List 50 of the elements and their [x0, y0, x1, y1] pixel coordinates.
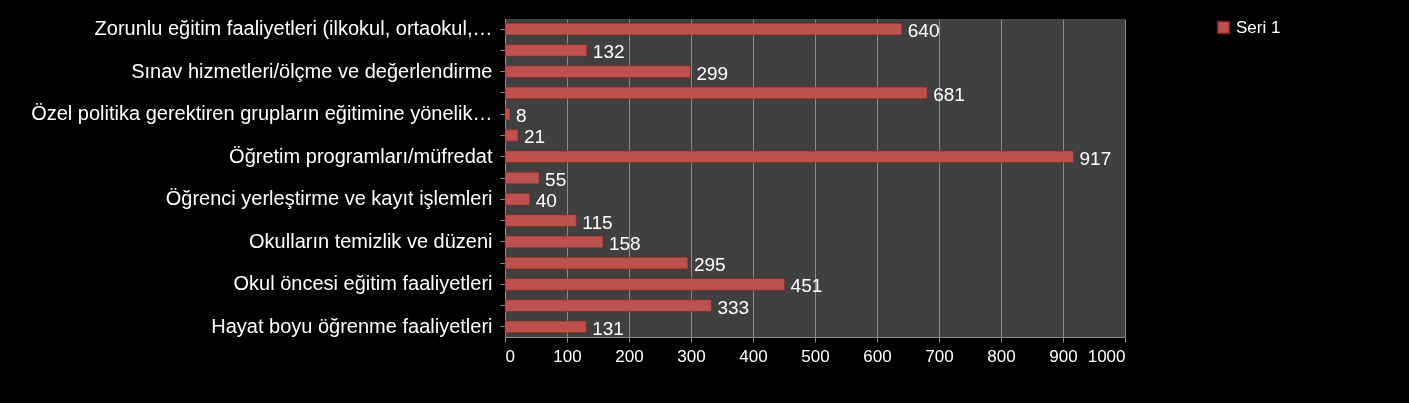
data-label: 55	[545, 169, 567, 190]
bar	[504, 320, 587, 333]
data-label: 295	[693, 254, 726, 276]
bar	[504, 193, 531, 206]
x-tick-label: 500	[801, 346, 830, 366]
x-tick-label: 900	[1049, 346, 1078, 366]
data-label: 115	[582, 211, 613, 233]
y-tick-label: Özel politika gerektiren grupların eğitimine yönelik…	[31, 102, 493, 125]
bar	[504, 256, 689, 270]
data-label: 8	[515, 105, 527, 127]
x-tick-label: 300	[677, 346, 706, 366]
x-tick-label: 700	[925, 346, 954, 366]
data-label: 640	[907, 20, 940, 42]
bar	[504, 214, 577, 227]
bar	[504, 235, 604, 248]
data-label: 158	[608, 232, 641, 254]
x-tick-label: 100	[553, 346, 582, 366]
bar	[504, 299, 712, 312]
data-label: 131	[592, 317, 624, 339]
bar	[504, 23, 903, 36]
x-tick-label: 800	[987, 346, 1016, 366]
bar	[504, 278, 785, 291]
y-tick-label: Öğrenci yerleştirme ve kayıt işlemleri	[165, 187, 493, 210]
data-label: 132	[592, 41, 625, 63]
bar	[504, 44, 588, 57]
bar	[504, 65, 691, 78]
y-tick-label: Sınav hizmetleri/ölçme ve değerlendirme	[131, 59, 493, 82]
bar	[504, 108, 511, 121]
x-tick-label: 0	[505, 346, 515, 366]
y-tick-label: Okul öncesi eğitim faaliyetleri	[233, 272, 493, 295]
data-label: 333	[717, 296, 750, 318]
y-tick-label: Öğretim programları/müfredat	[229, 144, 493, 167]
data-label: 21	[524, 126, 546, 148]
bar	[504, 86, 928, 100]
data-label: 451	[790, 275, 823, 297]
legend-label: Seri 1	[1236, 17, 1281, 37]
x-tick-label: 400	[739, 346, 768, 366]
bar	[504, 150, 1074, 163]
data-label: 40	[535, 190, 557, 212]
data-label: 299	[696, 62, 729, 84]
x-tick-label: 600	[863, 346, 892, 366]
bar	[504, 171, 540, 185]
bar	[504, 129, 519, 142]
y-tick-label: Zorunlu eğitim faaliyetleri (ilkokul, ortaokul,…	[94, 17, 493, 40]
y-tick-label: Hayat boyu öğrenme faaliyetleri	[211, 314, 493, 337]
x-tick-label: 200	[615, 346, 644, 366]
x-tick-label: 1000	[1087, 346, 1126, 366]
data-label: 681	[933, 83, 965, 105]
y-tick-label: Okulların temizlik ve düzeni	[249, 229, 493, 252]
data-label: 917	[1079, 147, 1112, 169]
